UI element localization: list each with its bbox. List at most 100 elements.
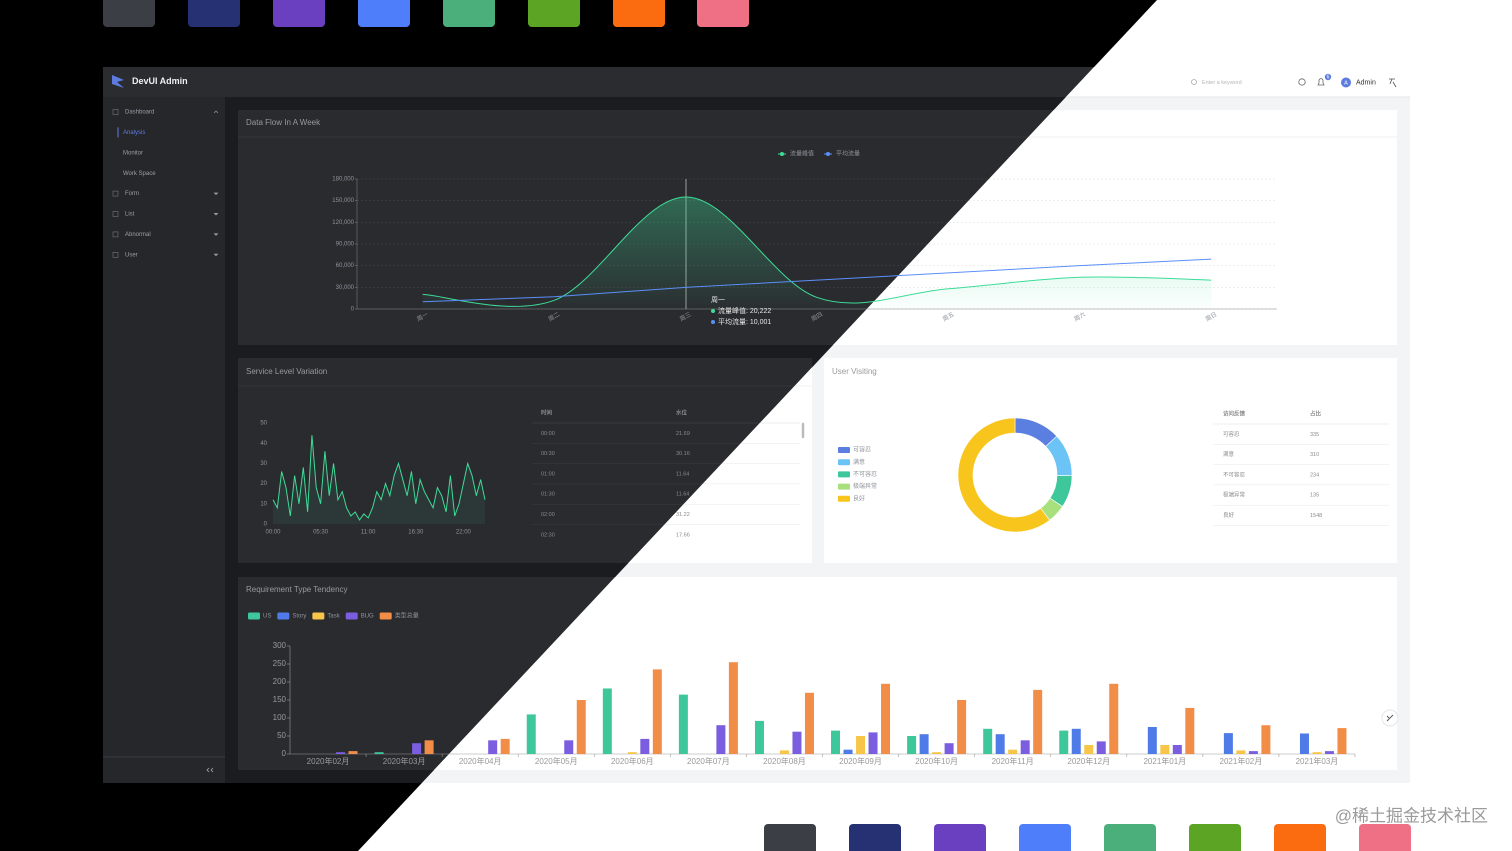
menu-item[interactable]: Form	[125, 191, 139, 197]
menu-icon	[112, 231, 119, 238]
bar	[602, 688, 612, 754]
submenu-item[interactable]: Work Space	[123, 171, 156, 177]
y-tick-label: 150,000	[332, 198, 354, 204]
table-cell: 00:00	[541, 431, 555, 437]
table-cell: 02:00	[541, 512, 555, 518]
swatch	[1189, 824, 1241, 851]
legend-label[interactable]: 可容忍	[853, 446, 871, 454]
series-line	[272, 435, 486, 521]
table-header: 水位	[676, 408, 688, 416]
bar	[983, 728, 993, 754]
bar	[856, 736, 866, 754]
table-header: 占比	[1310, 409, 1322, 417]
legend-label[interactable]: US	[263, 614, 271, 620]
pie-slice	[957, 417, 1051, 533]
legend-swatch[interactable]	[838, 471, 850, 478]
swatch	[934, 824, 986, 851]
legend-label[interactable]: BUG	[361, 614, 374, 620]
user-name[interactable]: Admin	[1356, 79, 1376, 86]
x-tick-label: 2020年03月	[383, 756, 426, 766]
settings-icon	[1386, 714, 1394, 722]
legend-label[interactable]: Task	[327, 614, 340, 620]
y-tick-label: 90,000	[336, 242, 355, 248]
submenu-item[interactable]: Monitor	[123, 150, 143, 156]
legend-label[interactable]: 良好	[853, 494, 865, 502]
tooltip-line: 流量峰值: 20,222	[718, 306, 771, 315]
bar	[1337, 728, 1347, 754]
swatch	[1104, 824, 1156, 851]
legend-label[interactable]: 类型总量	[395, 612, 419, 620]
series-area	[422, 197, 1212, 309]
menu-icon	[112, 190, 119, 197]
bar	[564, 740, 574, 754]
menu-item[interactable]: Abnormal	[125, 232, 151, 238]
menu-icon	[112, 211, 119, 217]
legend-swatch[interactable]	[345, 612, 358, 620]
swatch	[103, 0, 155, 27]
legend-swatch[interactable]	[277, 612, 290, 620]
swatch	[764, 824, 816, 851]
bar	[1059, 730, 1069, 754]
legend-label[interactable]: 流量峰值	[790, 150, 814, 158]
x-tick-label: 2021年02月	[1220, 756, 1263, 766]
search-icon[interactable]	[1191, 79, 1197, 85]
watermark: @稀土掘金技术社区	[1335, 806, 1488, 825]
legend-label[interactable]: 极端异常	[853, 482, 877, 490]
x-tick-label: 2020年10月	[915, 756, 958, 766]
menu-caret	[213, 110, 219, 114]
table-cell: 不可容忍	[1223, 470, 1246, 478]
x-tick-label: 2020年02月	[307, 756, 350, 766]
submenu-item[interactable]: Analysis	[123, 130, 145, 136]
table-header: 访问反馈	[1223, 409, 1246, 417]
legend-swatch[interactable]	[312, 612, 325, 620]
legend-marker[interactable]	[826, 152, 830, 156]
y-tick-label: 20	[260, 481, 267, 487]
legend-swatch[interactable]	[248, 612, 260, 620]
menu-caret	[213, 192, 219, 196]
menu-item[interactable]: List	[125, 212, 135, 218]
table-cell: 01:00	[541, 471, 555, 477]
y-tick-label: 250	[273, 659, 287, 668]
tooltip-marker	[711, 320, 715, 324]
y-tick-label: 30,000	[336, 285, 355, 291]
x-tick-label: 2020年08月	[763, 756, 806, 766]
legend-swatch[interactable]	[838, 447, 850, 453]
bell-icon[interactable]	[1317, 78, 1325, 86]
legend-label[interactable]: Story	[292, 614, 306, 620]
panel	[824, 358, 1397, 563]
bar	[678, 694, 688, 754]
menu-item[interactable]: Dashboard	[125, 110, 154, 116]
bar	[919, 734, 929, 754]
legend-swatch[interactable]	[838, 459, 850, 466]
bar	[779, 750, 789, 754]
menu-caret	[213, 253, 219, 257]
table-cell: 17.66	[676, 532, 690, 538]
legend-label[interactable]: 平均流量	[836, 150, 860, 158]
legend-label[interactable]: 满意	[853, 458, 865, 466]
bar	[1147, 727, 1157, 754]
bar	[1071, 728, 1081, 754]
legend-marker[interactable]	[780, 152, 784, 156]
x-tick-label: 2020年04月	[459, 756, 502, 766]
table-cell: 00:30	[541, 451, 555, 457]
search-input[interactable]: Enter a keyword	[1202, 80, 1242, 86]
bar	[412, 743, 422, 754]
language-icon[interactable]	[1389, 78, 1397, 88]
legend-swatch[interactable]	[838, 483, 850, 490]
sidebar-bg	[103, 97, 225, 783]
menu-item[interactable]: User	[125, 252, 138, 258]
bar	[907, 736, 917, 754]
bar	[1236, 750, 1246, 754]
panel-title: Service Level Variation	[246, 367, 327, 376]
bar	[348, 751, 358, 754]
legend-swatch[interactable]	[379, 612, 392, 620]
legend-label[interactable]: 不可容忍	[853, 470, 877, 478]
bar	[1008, 749, 1018, 754]
y-tick-label: 180,000	[332, 177, 354, 183]
help-icon[interactable]	[1298, 78, 1306, 86]
bar	[336, 752, 346, 754]
collapse-button[interactable]	[206, 767, 214, 773]
bar	[868, 732, 878, 754]
legend-swatch[interactable]	[838, 495, 850, 502]
avatar[interactable]	[1341, 77, 1351, 88]
